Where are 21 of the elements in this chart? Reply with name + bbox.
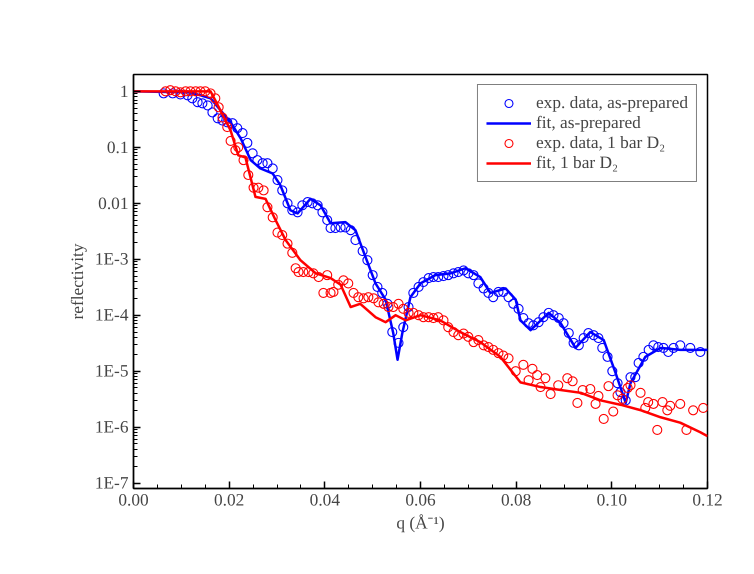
x-tick-label: 0.12 [692,490,723,510]
x-axis-title: q (Å⁻¹) [396,514,445,532]
x-tick-label: 0.00 [118,490,149,510]
y-tick-label: 1 [120,82,129,101]
y-tick-label: 1E-3 [94,250,129,269]
y-axis-title: reflectivity [68,243,87,320]
legend-label: exp. data, as-prepared [536,93,688,113]
legend-label: fit, 1 bar D₂ [536,153,618,173]
y-tick-label: 0.01 [98,194,129,213]
x-tick-label: 0.10 [596,490,627,510]
y-tick-label: 1E-7 [94,474,129,493]
y-tick-label: 0.1 [106,138,129,157]
x-tick-label: 0.04 [310,490,340,510]
y-tick-label: 1E-5 [94,362,129,381]
x-tick-label: 0.02 [214,490,244,510]
x-tick-label: 0.06 [405,490,436,510]
legend-label: exp. data, 1 bar D₂ [536,133,666,153]
legend-label: fit, as-prepared [536,113,641,133]
y-tick-label: 1E-6 [94,418,129,437]
y-tick-label: 1E-4 [94,306,129,325]
x-tick-label: 0.08 [501,490,532,510]
